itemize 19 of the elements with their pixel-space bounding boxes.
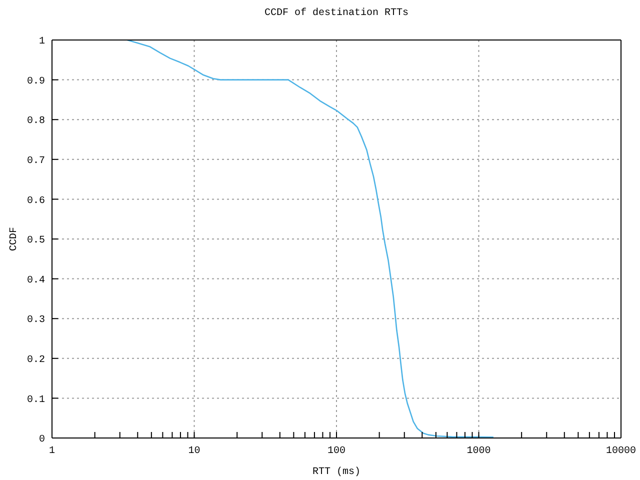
chart-title: CCDF of destination RTTs bbox=[263, 8, 410, 19]
y-tick-label: 0.5 bbox=[26, 236, 45, 247]
y-tick-label: 0.2 bbox=[26, 354, 45, 366]
y-tick-label: 0.4 bbox=[26, 275, 45, 286]
x-axis-title: RTT (ms) bbox=[312, 466, 361, 478]
x-tick-label: 100 bbox=[327, 446, 346, 458]
x-tick-label: 1 bbox=[48, 446, 56, 458]
y-tick-label: 0.1 bbox=[26, 394, 45, 406]
y-tick-label: 0.3 bbox=[26, 315, 45, 326]
y-tick-label: 0.7 bbox=[26, 156, 45, 167]
y-tick-label: 0.8 bbox=[26, 116, 45, 128]
x-tick-label: 10000 bbox=[606, 446, 636, 458]
y-tick-label: 0 bbox=[38, 434, 45, 446]
y-tick-label: 0.6 bbox=[26, 196, 45, 207]
y-tick-label: 1 bbox=[38, 36, 45, 48]
x-tick-label: 1000 bbox=[466, 446, 491, 458]
x-tick-label: 10 bbox=[188, 446, 200, 458]
y-tick-label: 0.9 bbox=[26, 76, 45, 88]
y-axis-title: CCDF bbox=[9, 226, 20, 252]
